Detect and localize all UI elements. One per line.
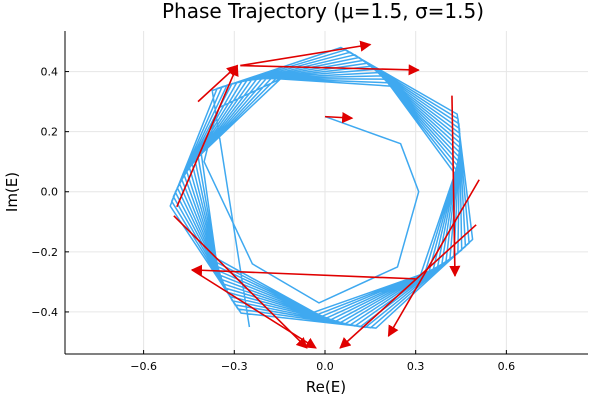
axes-layer: −0.6 −0.3 0.0 0.3 0.6 −0.4 −0.2 0.0 0.2 0.4	[31, 31, 588, 373]
series-layer	[169, 46, 474, 329]
direction-arrow	[173, 215, 308, 349]
grid-layer	[65, 31, 588, 354]
y-tick-label: −0.4	[31, 306, 58, 319]
x-tick-label: 0.3	[407, 360, 425, 373]
x-axis-label: Re(E)	[306, 378, 346, 396]
x-tick-label: −0.6	[130, 360, 157, 373]
y-axis-label: Im(E)	[3, 172, 21, 212]
direction-arrow	[449, 95, 461, 277]
direction-arrow	[339, 224, 477, 349]
x-tick-label: 0.0	[316, 360, 334, 373]
direction-arrow	[191, 269, 317, 349]
x-tick-label: 0.6	[498, 360, 516, 373]
y-tick-label: 0.4	[41, 66, 59, 79]
y-tick-label: 0.0	[41, 186, 59, 199]
direction-arrow	[240, 64, 420, 76]
direction-arrow	[176, 64, 239, 208]
x-tick-label: −0.3	[221, 360, 248, 373]
y-tick-label: 0.2	[41, 126, 59, 139]
trajectory-line	[169, 46, 474, 329]
direction-arrow	[387, 179, 480, 337]
direction-arrow	[240, 40, 372, 67]
y-tick-label: −0.2	[31, 246, 58, 259]
direction-arrow	[190, 264, 416, 280]
arrow-layer	[173, 40, 480, 349]
chart-title: Phase Trajectory (μ=1.5, σ=1.5)	[162, 0, 484, 23]
direction-arrow	[324, 111, 354, 124]
